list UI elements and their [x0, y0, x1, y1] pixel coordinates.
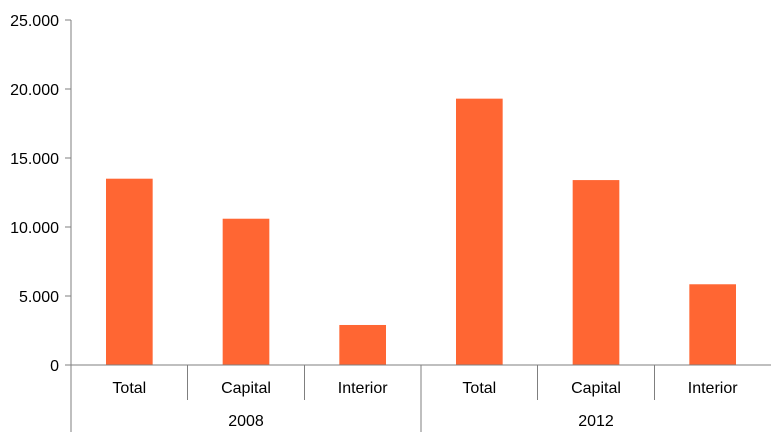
y-tick-label: 0: [50, 358, 59, 375]
bar-2012-interior: [689, 284, 736, 365]
x-category-label: Interior: [338, 380, 388, 397]
bar-2008-total: [106, 178, 153, 365]
y-axis: 0 5.000 10.000 15.000 20.000 25.000: [10, 13, 72, 432]
x-group-label: 2008: [228, 413, 264, 430]
y-tick-label: 20.000: [10, 82, 59, 99]
y-tick-label: 10.000: [10, 220, 59, 237]
bar-2008-capital: [222, 218, 270, 365]
y-tick-label: 25.000: [10, 13, 59, 30]
y-tick-label: 5.000: [19, 289, 59, 306]
x-category-label: Total: [462, 380, 496, 397]
bar-2012-capital: [572, 180, 620, 365]
bar-2008-interior: [339, 324, 386, 365]
x-category-label: Total: [112, 380, 146, 397]
x-category-label: Capital: [571, 380, 621, 397]
bar-2012-total: [456, 98, 503, 365]
x-group-label: 2012: [578, 413, 614, 430]
x-category-label: Interior: [688, 380, 738, 397]
bars: [106, 98, 736, 365]
x-category-label: Capital: [221, 380, 271, 397]
y-tick-label: 15.000: [10, 151, 59, 168]
x-axis: Total Capital Interior 2008 Total Capital Inte…: [71, 364, 771, 432]
